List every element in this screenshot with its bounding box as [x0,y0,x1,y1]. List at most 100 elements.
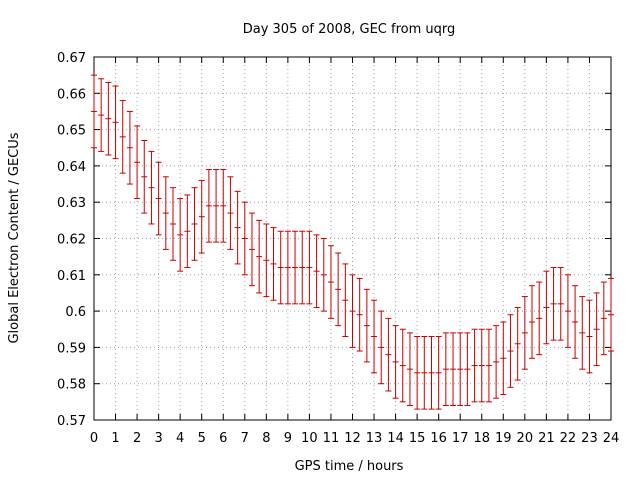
data-point [543,270,550,345]
data-point [327,245,334,319]
data-point [148,150,155,225]
data-point [227,176,234,250]
data-point [529,285,536,359]
x-tick-label: 3 [154,431,162,446]
data-point [299,230,306,305]
data-point [234,190,241,265]
y-tick-label: 0.61 [57,269,86,284]
axis-ticks: 0 1 2 3 4 5 6 7 8 9 10 11 12 13 14 15 16 17 18 19 20 21 22 23 24… [57,51,619,446]
data-point [593,292,600,367]
data-point [263,223,270,298]
data-point [378,310,385,385]
data-point [478,328,485,403]
data-point [284,230,291,305]
x-tick-label: 17 [452,431,469,446]
y-tick-label: 0.62 [57,233,86,248]
x-tick-label: 4 [176,431,184,446]
data-point [493,325,500,399]
data-point [371,299,378,374]
data-point [421,336,428,410]
y-tick-label: 0.67 [57,51,86,66]
data-point [155,161,162,236]
data-point [105,81,112,156]
data-point [112,85,119,160]
data-point [256,219,263,294]
x-tick-label: 5 [198,431,206,446]
data-point [428,336,435,410]
data-point [457,332,464,406]
x-tick-label: 20 [517,431,534,446]
data-point [205,169,212,243]
chart-title: Day 305 of 2008, GEC from uqrg [243,22,456,37]
data-point [356,277,363,352]
x-tick-label: 24 [603,431,620,446]
data-point [134,125,141,200]
data-point [406,332,413,406]
data-point [91,74,97,149]
data-point [141,139,148,214]
x-tick-label: 18 [473,431,490,446]
data-point [248,212,255,287]
x-tick-label: 22 [560,431,577,446]
data-point [450,332,457,406]
data-point [485,328,492,403]
x-tick-label: 21 [538,431,555,446]
data-point [572,285,579,359]
data-point [342,263,349,338]
y-axis-label: Global Electron Content / GECUs [7,132,22,343]
data-point [162,176,169,250]
data-point [586,299,593,374]
data-point [191,187,198,261]
x-axis-label: GPS time / hours [295,459,404,474]
data-point [277,230,284,305]
data-point [507,314,514,388]
grid [94,57,611,420]
data-point [435,336,442,410]
y-tick-label: 0.66 [57,87,86,102]
x-tick-label: 14 [387,431,404,446]
x-tick-label: 6 [219,431,227,446]
data-point [119,100,126,174]
y-tick-label: 0.64 [57,160,86,175]
data-point [471,328,478,403]
data-point [608,277,614,352]
x-tick-label: 8 [262,431,270,446]
x-tick-label: 0 [90,431,98,446]
y-tick-label: 0.63 [57,196,86,211]
data-point [579,296,586,370]
data-point [442,332,449,406]
data-point [536,281,543,356]
data-point [514,306,521,381]
y-tick-label: 0.65 [57,124,86,139]
data-point [177,198,184,272]
x-tick-label: 23 [581,431,598,446]
data-point [349,274,356,348]
data-point [363,288,370,363]
data-point [220,169,227,243]
y-tick-label: 0.58 [57,378,86,393]
x-tick-label: 1 [111,431,119,446]
data-point [557,267,564,341]
data-point [270,227,277,301]
data-point [550,267,557,341]
y-tick-label: 0.59 [57,341,86,356]
x-tick-label: 11 [323,431,340,446]
x-tick-label: 9 [284,431,292,446]
data-point [241,201,248,276]
y-tick-label: 0.6 [65,305,86,320]
x-tick-label: 19 [495,431,512,446]
data-point [600,281,607,356]
data-point [399,328,406,403]
data-point [292,230,299,305]
data-point [198,179,205,254]
x-tick-label: 10 [301,431,318,446]
data-point [500,321,507,396]
data-point [313,234,320,308]
data-point [126,110,133,185]
data-point [306,230,313,305]
data-point [320,238,327,312]
data-point [184,194,191,269]
x-tick-label: 7 [241,431,249,446]
x-tick-label: 2 [133,431,141,446]
data-point [464,332,471,406]
